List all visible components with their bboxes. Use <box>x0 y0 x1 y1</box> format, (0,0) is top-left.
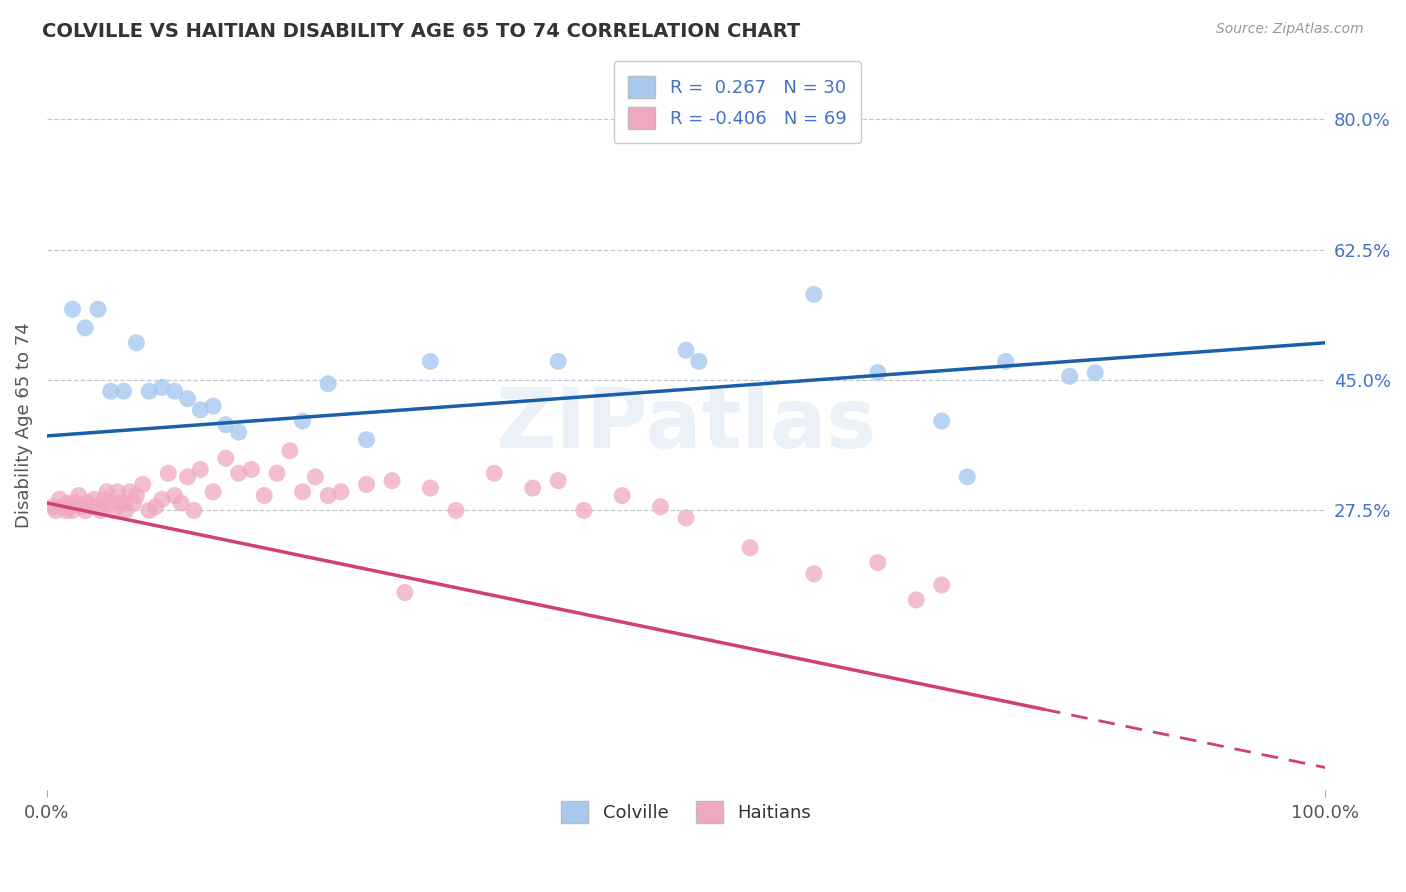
Text: ZIPatlas: ZIPatlas <box>495 384 876 466</box>
Point <box>188 462 211 476</box>
Point <box>612 489 634 503</box>
Point <box>48 492 70 507</box>
Point <box>291 484 314 499</box>
Point <box>125 335 148 350</box>
Point <box>96 484 118 499</box>
Legend: Colville, Haitians: Colville, Haitians <box>548 789 824 836</box>
Point <box>163 384 186 399</box>
Point <box>58 496 80 510</box>
Point <box>80 500 103 514</box>
Point <box>176 470 198 484</box>
Text: COLVILLE VS HAITIAN DISABILITY AGE 65 TO 74 CORRELATION CHART: COLVILLE VS HAITIAN DISABILITY AGE 65 TO… <box>42 22 800 41</box>
Point <box>87 302 110 317</box>
Point <box>183 503 205 517</box>
Point <box>1059 369 1081 384</box>
Point <box>316 489 339 503</box>
Point <box>866 556 889 570</box>
Point <box>419 481 441 495</box>
Point <box>170 496 193 510</box>
Point <box>356 433 378 447</box>
Point <box>100 384 122 399</box>
Point <box>112 384 135 399</box>
Point <box>63 496 86 510</box>
Point <box>522 481 544 495</box>
Point <box>62 302 84 317</box>
Point <box>419 354 441 368</box>
Point <box>215 417 238 432</box>
Point <box>228 425 250 440</box>
Point <box>278 443 301 458</box>
Point <box>803 287 825 301</box>
Point <box>51 500 73 514</box>
Point <box>394 585 416 599</box>
Point <box>42 500 65 514</box>
Point <box>547 474 569 488</box>
Point <box>738 541 761 555</box>
Point <box>329 484 352 499</box>
Point <box>215 451 238 466</box>
Point <box>103 503 125 517</box>
Point <box>67 489 90 503</box>
Point <box>1084 366 1107 380</box>
Point <box>163 489 186 503</box>
Point <box>547 354 569 368</box>
Point <box>59 500 82 514</box>
Point <box>105 484 128 499</box>
Point <box>122 496 145 510</box>
Point <box>45 503 67 517</box>
Point <box>90 503 112 517</box>
Point <box>138 384 160 399</box>
Point <box>356 477 378 491</box>
Point <box>55 503 77 517</box>
Point <box>866 366 889 380</box>
Point <box>150 492 173 507</box>
Point <box>202 484 225 499</box>
Point <box>956 470 979 484</box>
Point <box>688 354 710 368</box>
Point <box>157 466 180 480</box>
Point <box>118 484 141 499</box>
Point <box>188 402 211 417</box>
Point <box>675 343 697 358</box>
Point <box>87 500 110 514</box>
Point <box>994 354 1017 368</box>
Point <box>75 503 97 517</box>
Point <box>125 489 148 503</box>
Point <box>484 466 506 480</box>
Point <box>115 503 138 517</box>
Point <box>62 503 84 517</box>
Point <box>83 492 105 507</box>
Point <box>145 500 167 514</box>
Point <box>228 466 250 480</box>
Point <box>100 496 122 510</box>
Point <box>138 503 160 517</box>
Text: Source: ZipAtlas.com: Source: ZipAtlas.com <box>1216 22 1364 37</box>
Point <box>253 489 276 503</box>
Point <box>905 593 928 607</box>
Point <box>108 496 131 510</box>
Point <box>150 380 173 394</box>
Point <box>381 474 404 488</box>
Point <box>112 496 135 510</box>
Point <box>75 321 97 335</box>
Point <box>931 578 953 592</box>
Point <box>304 470 326 484</box>
Point <box>202 399 225 413</box>
Point <box>132 477 155 491</box>
Point <box>803 566 825 581</box>
Point <box>240 462 263 476</box>
Point <box>444 503 467 517</box>
Point <box>291 414 314 428</box>
Point <box>76 496 98 510</box>
Point <box>650 500 672 514</box>
Point <box>931 414 953 428</box>
Point <box>675 511 697 525</box>
Point <box>572 503 595 517</box>
Point <box>176 392 198 406</box>
Point <box>266 466 288 480</box>
Point <box>70 500 93 514</box>
Point <box>316 376 339 391</box>
Y-axis label: Disability Age 65 to 74: Disability Age 65 to 74 <box>15 322 32 528</box>
Point <box>93 492 115 507</box>
